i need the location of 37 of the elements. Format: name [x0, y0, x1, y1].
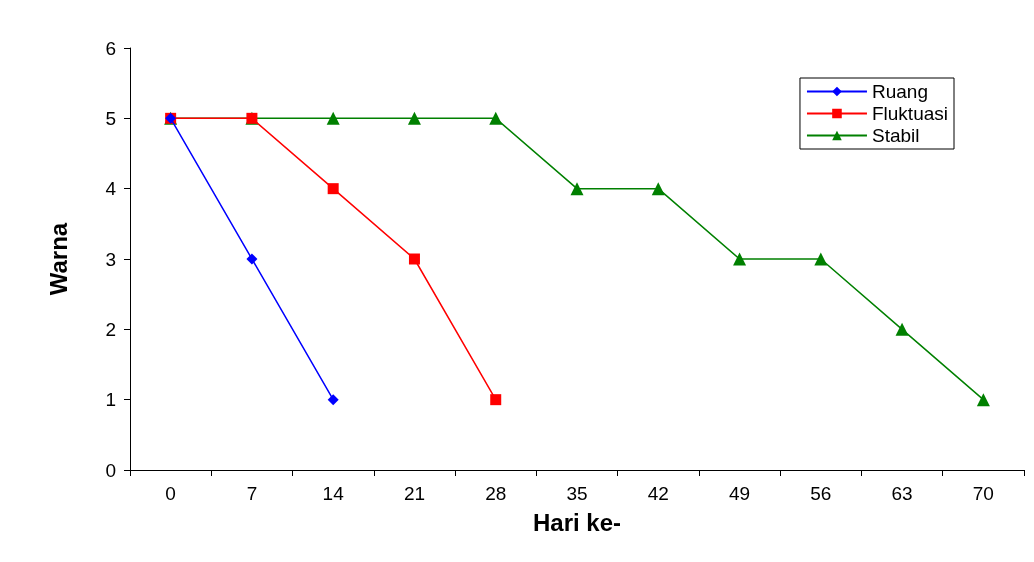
x-tick-label: 35	[566, 483, 588, 504]
x-tick-label: 28	[485, 483, 507, 504]
x-tick-label: 70	[972, 483, 994, 504]
point	[733, 252, 747, 266]
x-tick-label: 56	[810, 483, 832, 504]
x-tick-label: 0	[165, 483, 176, 504]
point	[327, 394, 339, 406]
point	[490, 394, 502, 406]
y-tick-label: 5	[105, 107, 116, 129]
legend-label: Ruang	[871, 81, 928, 102]
x-axis-title: Hari ke-	[532, 508, 622, 536]
point	[976, 393, 990, 407]
x-tick-label: 42	[647, 483, 669, 504]
y-tick-label: 3	[105, 248, 116, 270]
point	[327, 183, 339, 195]
point	[651, 182, 665, 196]
y-tick-label: 4	[105, 178, 117, 200]
y-axis-title: Warna	[44, 222, 72, 296]
x-tick-label: 63	[891, 483, 913, 504]
point	[408, 253, 420, 265]
y-tick-label: 2	[105, 318, 116, 340]
y-tick-label: 1	[105, 389, 116, 411]
point	[814, 252, 828, 266]
x-tick-label: 14	[322, 483, 345, 504]
point	[489, 111, 503, 125]
point	[895, 322, 909, 336]
x-tick-label: 21	[403, 483, 426, 504]
y-tick-label: 0	[105, 459, 116, 481]
legend-label: Fluktuasi	[871, 103, 948, 124]
point	[570, 182, 584, 196]
point	[326, 111, 340, 125]
point	[407, 111, 421, 125]
y-tick-label: 6	[105, 37, 116, 59]
point	[246, 253, 258, 265]
x-tick-label: 49	[728, 483, 751, 504]
legend-label: Stabil	[871, 125, 920, 146]
x-tick-label: 7	[246, 483, 258, 504]
